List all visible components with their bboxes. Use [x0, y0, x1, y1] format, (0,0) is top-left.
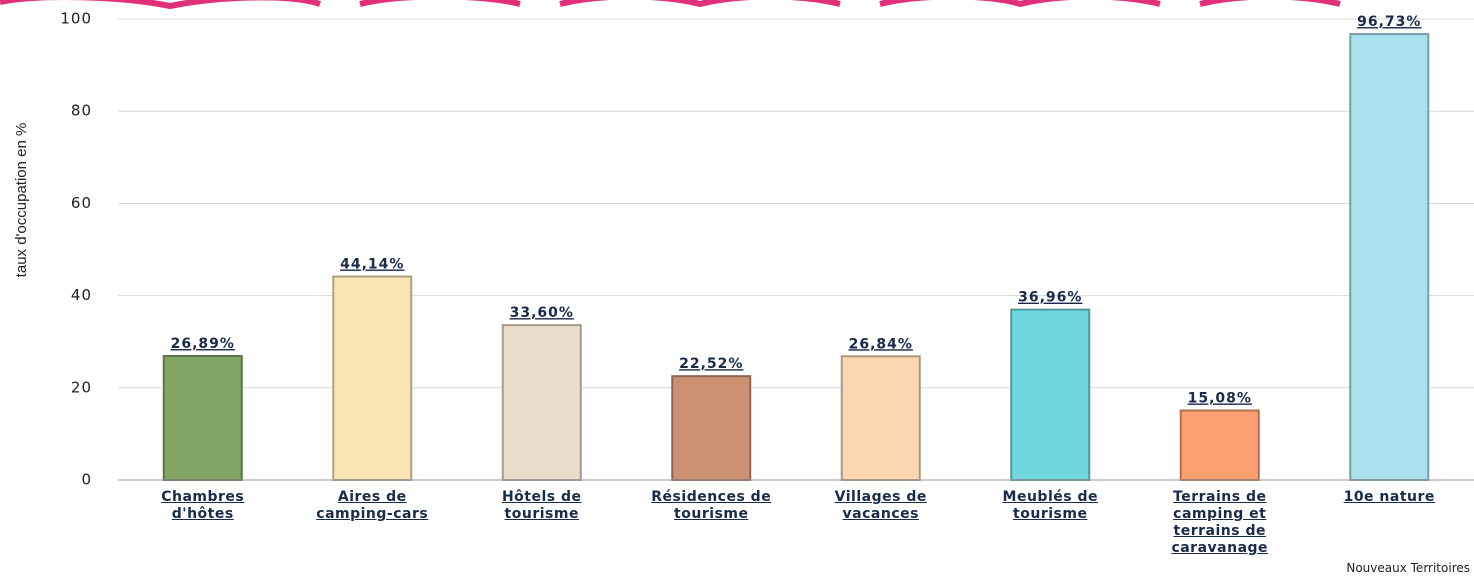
- y-tick-label: 0: [81, 471, 92, 489]
- x-tick-label: Hôtels de tourisme: [501, 489, 582, 522]
- bar: [671, 375, 752, 481]
- y-tick-label: 100: [60, 10, 92, 28]
- x-tick-label: Terrains de camping et terrains de carav…: [1171, 489, 1269, 556]
- x-tick-label: Chambres d'hôtes: [161, 489, 245, 522]
- bar: [1179, 409, 1260, 481]
- decoration: [0, 0, 1341, 10]
- x-tick-label: Aires de camping-cars: [316, 489, 429, 522]
- source: Nouveaux Territoires: [1346, 561, 1470, 575]
- x-tick-label: Villages de vacances: [834, 489, 927, 522]
- value-label: 33,60%: [510, 305, 574, 321]
- value-label: 22,52%: [679, 356, 743, 372]
- value-label: 96,73%: [1357, 14, 1421, 30]
- bar: [840, 355, 921, 482]
- bar: [332, 275, 413, 481]
- y-tick-label: 20: [71, 378, 92, 396]
- y-tick-label: 60: [71, 194, 92, 212]
- y-tick-label: 80: [71, 102, 92, 120]
- x-tick-label: Résidences de tourisme: [651, 489, 772, 522]
- value-label: 26,84%: [849, 336, 913, 352]
- bar: [501, 324, 582, 481]
- y-tick-label: 40: [71, 286, 92, 304]
- y-axis-label: taux d'occupation en %: [13, 123, 30, 278]
- bar: [162, 355, 243, 482]
- value-label: 15,08%: [1188, 390, 1252, 406]
- value-label: 36,96%: [1018, 290, 1082, 306]
- value-label: 44,14%: [340, 257, 404, 273]
- bar: [1010, 308, 1091, 482]
- x-tick-label: 10e nature: [1343, 489, 1435, 505]
- bar: [1349, 33, 1430, 481]
- x-tick-label: Meublés de tourisme: [1002, 489, 1098, 522]
- value-label: 26,89%: [171, 336, 235, 352]
